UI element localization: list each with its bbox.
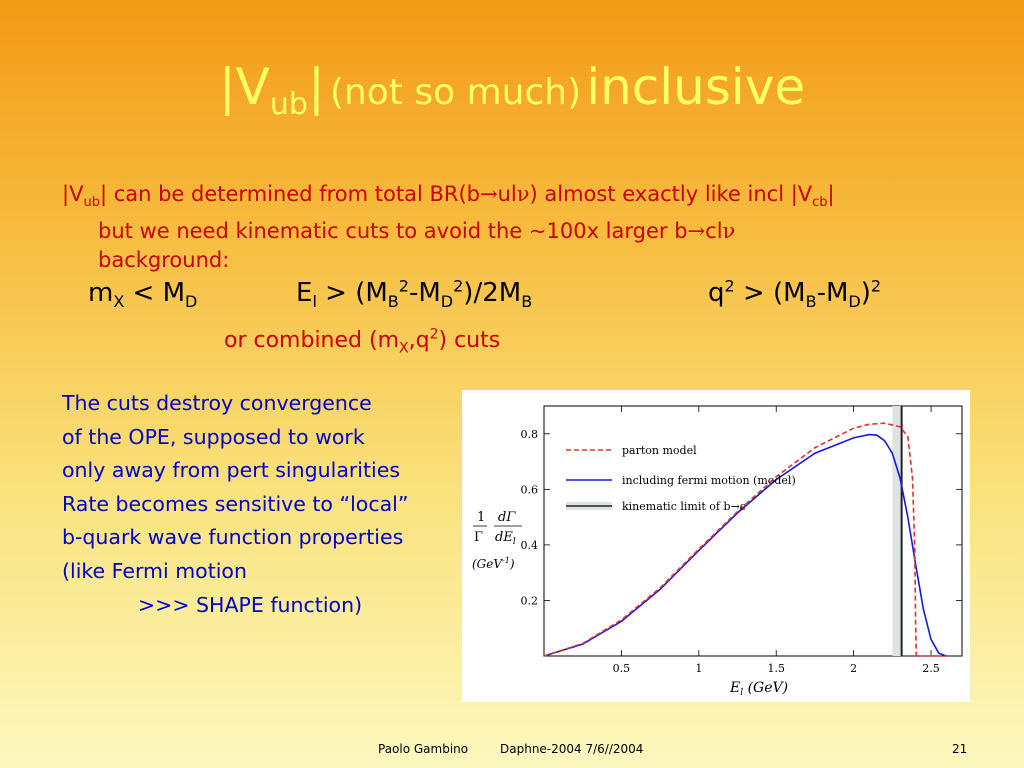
ylabel-gamma: Γ <box>474 530 483 545</box>
cut3-csub: D <box>848 292 861 312</box>
ylabel-unit: (GeV-1) <box>472 556 515 571</box>
x-tick-label: 2 <box>850 662 857 675</box>
cut2-asub: l <box>312 292 317 312</box>
x-tick-label: 0.5 <box>613 662 631 675</box>
bullet-line2a: but we need kinematic cuts to avoid the … <box>98 219 688 244</box>
footer-author: Paolo Gambino <box>378 742 469 756</box>
legend-limit-label: kinematic limit of b→c <box>622 500 746 513</box>
bullet-p2: | can be determined from total BR(b <box>99 182 480 206</box>
title-bar: | <box>307 58 325 116</box>
cut1-b: < M <box>124 278 186 308</box>
cut2-csub: D <box>440 292 454 312</box>
cut3-dsup: 2 <box>870 276 882 296</box>
slide-number: 21 <box>952 742 968 756</box>
cut-mx: mX < MD <box>88 278 198 312</box>
combined-a: or combined (m <box>224 328 400 353</box>
y-axis-label: 1 Γ dΓ dEl (GeV-1) <box>472 510 522 571</box>
bullet-line2b: cl <box>705 219 723 244</box>
lepton-spectrum-chart: 0.5 1 1.5 2 2.5 0.2 0.4 0.6 0.8 parton model inc… <box>462 390 970 702</box>
combined-bsup: 2 <box>429 326 439 343</box>
cut3-c: -M <box>816 278 849 308</box>
x-tick-label: 2.5 <box>922 662 940 675</box>
text-line: b-quark wave function properties <box>62 525 404 550</box>
cut3-d: ) <box>860 278 871 308</box>
cut2-bsub: B <box>387 292 399 312</box>
legend-parton-label: parton model <box>622 444 697 457</box>
x-tick-label: 1.5 <box>767 662 785 675</box>
y-tick-label: 0.4 <box>521 539 539 552</box>
y-tick-label: 0.8 <box>521 428 539 441</box>
cut1-a: m <box>88 278 114 308</box>
arrow-symbol-2: → <box>687 219 706 244</box>
combined-c: ) cuts <box>438 328 501 353</box>
cut3-bsub: B <box>805 292 817 312</box>
bullet-p4: ) almost exactly like incl |V <box>529 182 813 206</box>
chart-svg: 0.5 1 1.5 2 2.5 0.2 0.4 0.6 0.8 parton model inc… <box>472 405 963 698</box>
title-word: inclusive <box>586 58 806 116</box>
cut2-bsup: 2 <box>398 276 409 296</box>
y-tick-label: 0.6 <box>521 483 539 496</box>
x-axis-label: El (GeV) <box>729 680 788 698</box>
text-line: (like Fermi motion <box>62 558 247 583</box>
cut-q2: q2 > (MB-MD)2 <box>708 276 882 312</box>
cut2-c: -M <box>408 278 441 308</box>
cut2-b: > (M <box>316 278 388 308</box>
text-line: Rate becomes sensitive to “local” <box>62 491 409 516</box>
bullet-line3: background: <box>98 248 230 273</box>
cut3-a: q <box>708 278 725 308</box>
chart-legend: parton model including fermi motion (mod… <box>566 444 796 513</box>
combined-asub: X <box>399 340 409 357</box>
combined-cuts: or combined (mX,q2) cuts <box>224 326 501 357</box>
bullet-p4-sub: cb <box>812 195 828 211</box>
bullet-p1-sub: ub <box>83 195 100 211</box>
bullet-p1: |V <box>62 182 84 206</box>
intro-bullet: |Vub| can be determined from total BR(b→… <box>62 180 962 275</box>
plot-frame <box>543 405 963 657</box>
title-v: |V <box>218 58 270 116</box>
cut2-csup: 2 <box>453 276 464 296</box>
ope-explanation: The cuts destroy convergence of the OPE,… <box>62 387 409 622</box>
cut3-asup: 2 <box>724 276 735 296</box>
bullet-p5: | <box>827 182 835 206</box>
cut1-bsub: D <box>185 292 198 312</box>
text-line: of the OPE, supposed to work <box>62 424 365 449</box>
nu-symbol: ν <box>516 182 530 206</box>
ylabel-dgamma: dΓ <box>498 510 516 525</box>
ylabel-del: dEl <box>495 530 516 547</box>
x-tick-label: 1 <box>695 662 702 675</box>
fermi-motion-curve <box>543 433 947 657</box>
parton-model-curve <box>543 422 947 657</box>
bullet-p3: ul <box>497 182 517 206</box>
cut1-asub: X <box>113 292 125 312</box>
title-v-sub: ub <box>269 87 308 122</box>
footer-event: Daphne-2004 7/6//2004 <box>500 742 644 756</box>
combined-b: ,q <box>408 328 430 353</box>
cut2-a: E <box>296 278 313 308</box>
text-line: The cuts destroy convergence <box>62 391 372 415</box>
slide-title: |Vub| (not so much) inclusive <box>0 58 1024 120</box>
text-line: >>> SHAPE function) <box>138 592 363 617</box>
ylabel-one: 1 <box>477 510 485 525</box>
bullet-line2: but we need kinematic cuts to avoid the … <box>62 217 962 246</box>
cut2-d: )/2M <box>463 278 522 308</box>
cut-el: El > (MB2-MD2)/2MB <box>296 276 533 312</box>
cut3-b: > (M <box>734 278 806 308</box>
nu-symbol-2: ν <box>722 219 736 244</box>
arrow-symbol: → <box>479 182 498 206</box>
kinematic-limit-band <box>892 406 902 656</box>
legend-fermi-label: including fermi motion (model) <box>622 474 796 487</box>
cut2-dsub: B <box>521 292 533 312</box>
y-tick-label: 0.2 <box>521 594 539 607</box>
text-line: only away from pert singularities <box>62 458 401 483</box>
title-paren: (not so much) <box>329 72 582 113</box>
